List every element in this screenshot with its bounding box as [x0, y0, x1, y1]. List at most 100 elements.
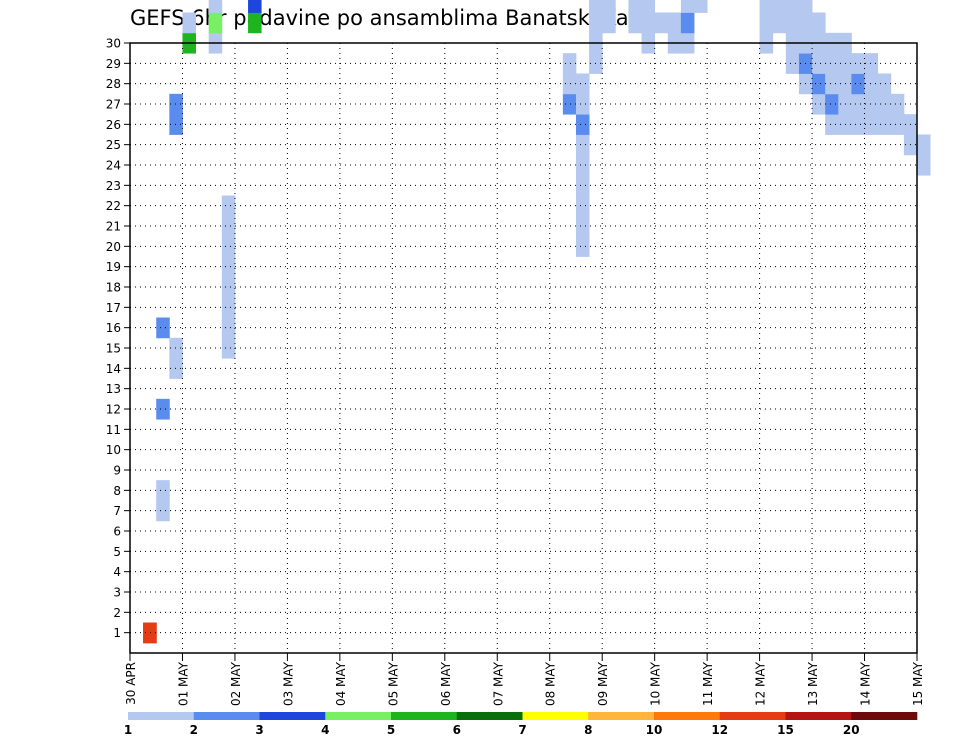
heatmap-cell: [575, 215, 590, 237]
legend-swatch: [851, 712, 918, 720]
heatmap-cell: [877, 114, 892, 135]
y-tick-label: 25: [106, 138, 121, 152]
y-tick-label: 14: [106, 362, 121, 376]
legend-swatch: [719, 712, 786, 720]
heatmap-cell: [812, 53, 826, 74]
heatmap-cell: [812, 12, 826, 34]
heatmap-cell: [221, 276, 236, 298]
y-tick-label: 23: [106, 179, 121, 193]
heatmap-cell: [825, 53, 839, 74]
y-tick-label: 27: [106, 98, 121, 112]
x-tick-label: 03 MAY: [281, 661, 295, 706]
y-tick-label: 29: [106, 57, 121, 71]
x-tick-label: 12 MAY: [754, 661, 768, 706]
heatmap-cell: [825, 93, 839, 115]
heatmap-cell: [169, 114, 183, 135]
y-tick-label: 17: [106, 301, 121, 315]
y-tick-label: 9: [113, 464, 121, 478]
heatmap-cell: [248, 12, 262, 34]
legend-label: 4: [321, 723, 329, 737]
heatmap-cell: [562, 93, 577, 115]
heatmap-cell: [182, 12, 196, 34]
heatmap-cell: [759, 0, 774, 13]
y-tick-label: 7: [113, 504, 121, 518]
y-tick-label: 2: [113, 606, 121, 620]
heatmap-cell: [575, 73, 590, 95]
heatmap-cell: [864, 53, 879, 74]
heatmap-cell: [812, 73, 826, 95]
x-axis: 30 APR 01 MAY 02 MAY 03 MAY 04 MAY 05 MAY 06 M…: [124, 653, 925, 706]
plot-frame: [129, 42, 918, 654]
heatmap-cell: [798, 12, 813, 34]
heatmap-cell: [680, 0, 695, 13]
heatmap-cell: [877, 73, 892, 95]
y-tick-label: 30: [106, 37, 121, 51]
heatmap-cell: [851, 53, 865, 74]
y-tick-label: 15: [106, 342, 121, 356]
heatmap-cell: [864, 93, 879, 115]
heatmap-cell: [221, 236, 236, 257]
heatmap-cell: [575, 114, 590, 135]
y-tick-label: 6: [113, 525, 121, 539]
y-tick-label: 16: [106, 321, 121, 335]
color-legend: 1 2 3 4 5 6 7 8 10 12 15 20: [124, 712, 918, 737]
legend-swatch: [522, 712, 589, 720]
heatmap-cell: [641, 0, 656, 13]
y-axis: 1234567891011121314151617181920212223242…: [106, 37, 130, 640]
heatmap-cell: [221, 317, 236, 339]
legend-swatch: [785, 712, 852, 720]
heatmap-cell: [602, 0, 616, 13]
heatmap-cell: [628, 0, 642, 13]
heatmap-cell: [667, 12, 682, 34]
heatmap-cell: [825, 114, 839, 135]
heatmap-cell: [798, 0, 813, 13]
x-tick-label: 11 MAY: [701, 661, 715, 706]
heatmap-cells: [143, 0, 931, 644]
heatmap-cell: [772, 12, 787, 34]
legend-label: 6: [453, 723, 461, 737]
legend-swatch: [193, 712, 260, 720]
legend-swatch: [391, 712, 458, 720]
x-tick-label: 01 MAY: [176, 661, 190, 706]
heatmap-cell: [221, 215, 236, 237]
heatmap-cell: [864, 114, 879, 135]
y-tick-label: 26: [106, 118, 121, 132]
legend-label: 5: [387, 723, 395, 737]
legend-swatch: [654, 712, 721, 720]
heatmap-cell: [169, 358, 183, 379]
heatmap-cell: [851, 73, 865, 95]
heatmap-cell: [562, 73, 577, 95]
y-tick-label: 1: [113, 626, 121, 640]
legend-label: 8: [584, 723, 592, 737]
heatmap-cell: [890, 93, 905, 115]
x-tick-label: 07 MAY: [491, 661, 505, 706]
heatmap-cell: [812, 93, 826, 115]
heatmap-cell: [169, 93, 183, 115]
heatmap-cell: [575, 175, 590, 196]
heatmap-cell: [785, 12, 800, 34]
legend-label: 2: [190, 723, 198, 737]
legend-label: 12: [711, 723, 728, 737]
heatmap-cell: [628, 12, 642, 34]
heatmap-cell: [680, 12, 695, 34]
x-tick-label: 15 MAY: [911, 661, 925, 706]
y-tick-label: 20: [106, 240, 121, 254]
y-tick-label: 24: [106, 159, 121, 173]
heatmap-cell: [221, 256, 236, 278]
legend-label: 20: [843, 723, 860, 737]
heatmap-cell: [156, 500, 170, 522]
y-tick-label: 5: [113, 545, 121, 559]
heatmap-cell: [785, 0, 800, 13]
heatmap-cell: [851, 93, 865, 115]
heatmap-cell: [156, 398, 170, 420]
heatmap-cell: [694, 0, 708, 13]
heatmap-cell: [785, 53, 800, 74]
y-tick-label: 12: [106, 403, 121, 417]
x-tick-label: 05 MAY: [386, 661, 400, 706]
y-tick-label: 18: [106, 281, 121, 295]
heatmap-cell: [759, 12, 774, 34]
legend-label: 3: [255, 723, 263, 737]
heatmap-cell: [221, 195, 236, 217]
x-tick-label: 02 MAY: [229, 661, 243, 706]
